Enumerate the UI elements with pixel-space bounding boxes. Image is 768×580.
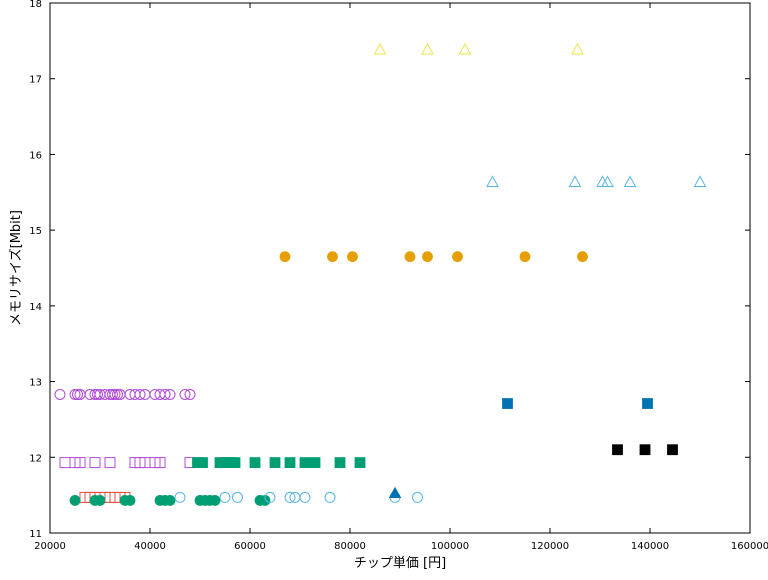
data-point <box>72 388 83 400</box>
data-point <box>284 491 296 503</box>
data-point <box>69 495 81 506</box>
data-point <box>174 491 186 503</box>
x-tick-label: 100000 <box>431 541 469 552</box>
data-point <box>421 42 434 55</box>
data-point <box>623 175 637 187</box>
data-point <box>219 491 231 503</box>
x-tick-label: 120000 <box>531 541 569 552</box>
data-point <box>324 491 336 503</box>
data-point <box>571 42 584 55</box>
y-tick-label: 17 <box>29 75 42 86</box>
data-point <box>104 457 116 469</box>
x-tick-label: 60000 <box>234 541 266 552</box>
data-point <box>486 175 499 187</box>
data-point <box>284 457 296 468</box>
data-point <box>347 251 358 263</box>
data-point <box>373 42 387 55</box>
x-tick-label: 20000 <box>34 541 66 552</box>
data-point <box>197 457 208 468</box>
data-point <box>74 457 86 469</box>
data-point <box>458 42 472 55</box>
data-point <box>134 388 146 400</box>
data-point <box>422 251 433 263</box>
data-point <box>612 444 623 456</box>
y-tick-label: 18 <box>29 0 42 10</box>
data-point <box>109 388 121 400</box>
data-point <box>279 251 291 263</box>
data-point <box>502 398 513 409</box>
data-point <box>388 486 402 499</box>
data-point <box>112 388 123 400</box>
data-point <box>107 388 118 400</box>
plot-frame <box>49 2 751 534</box>
data-point <box>179 388 191 400</box>
x-tick-label: 160000 <box>731 541 768 552</box>
data-point <box>693 175 707 187</box>
data-point <box>249 457 261 468</box>
data-point <box>568 175 582 187</box>
data-point <box>92 388 103 400</box>
data-point <box>69 388 81 400</box>
data-points <box>54 42 707 506</box>
data-point <box>264 491 276 503</box>
data-point <box>601 175 614 187</box>
data-point <box>269 457 281 468</box>
y-tick-label: 13 <box>29 378 42 389</box>
y-tick-label: 14 <box>29 302 42 313</box>
data-point <box>94 495 106 506</box>
data-point <box>667 444 678 456</box>
data-point <box>232 491 243 503</box>
data-point <box>334 457 346 468</box>
x-tick-label: 80000 <box>334 541 366 552</box>
data-point <box>124 495 136 506</box>
y-axis-label: メモリサイズ[Mbit] <box>8 210 24 326</box>
data-point <box>639 444 651 456</box>
x-tick-label: 140000 <box>631 541 669 552</box>
axis-ticks: 20000 40000 60000 80000 100000 120000 140000 16… <box>29 0 768 552</box>
data-point <box>164 388 176 400</box>
data-point <box>404 251 416 263</box>
data-point <box>577 251 588 263</box>
data-point <box>164 495 176 506</box>
data-point <box>519 251 531 263</box>
data-point <box>154 457 166 469</box>
data-point <box>89 457 101 469</box>
y-tick-label: 11 <box>29 529 42 540</box>
data-point <box>209 495 221 506</box>
data-point <box>299 457 311 468</box>
data-point <box>309 457 321 468</box>
data-point <box>452 251 463 263</box>
data-point <box>229 457 241 468</box>
data-point <box>159 388 171 400</box>
y-tick-label: 15 <box>29 226 42 237</box>
data-point <box>59 457 71 469</box>
data-point <box>327 251 338 263</box>
data-point <box>184 388 196 400</box>
y-tick-label: 16 <box>29 150 42 161</box>
data-point <box>412 491 423 503</box>
data-point <box>299 491 311 503</box>
data-point <box>354 457 366 468</box>
y-tick-label: 12 <box>29 453 42 464</box>
x-axis-label: チップ単価 [円] <box>354 555 446 571</box>
x-tick-label: 40000 <box>134 541 166 552</box>
data-point <box>642 398 653 409</box>
data-point <box>54 388 66 400</box>
